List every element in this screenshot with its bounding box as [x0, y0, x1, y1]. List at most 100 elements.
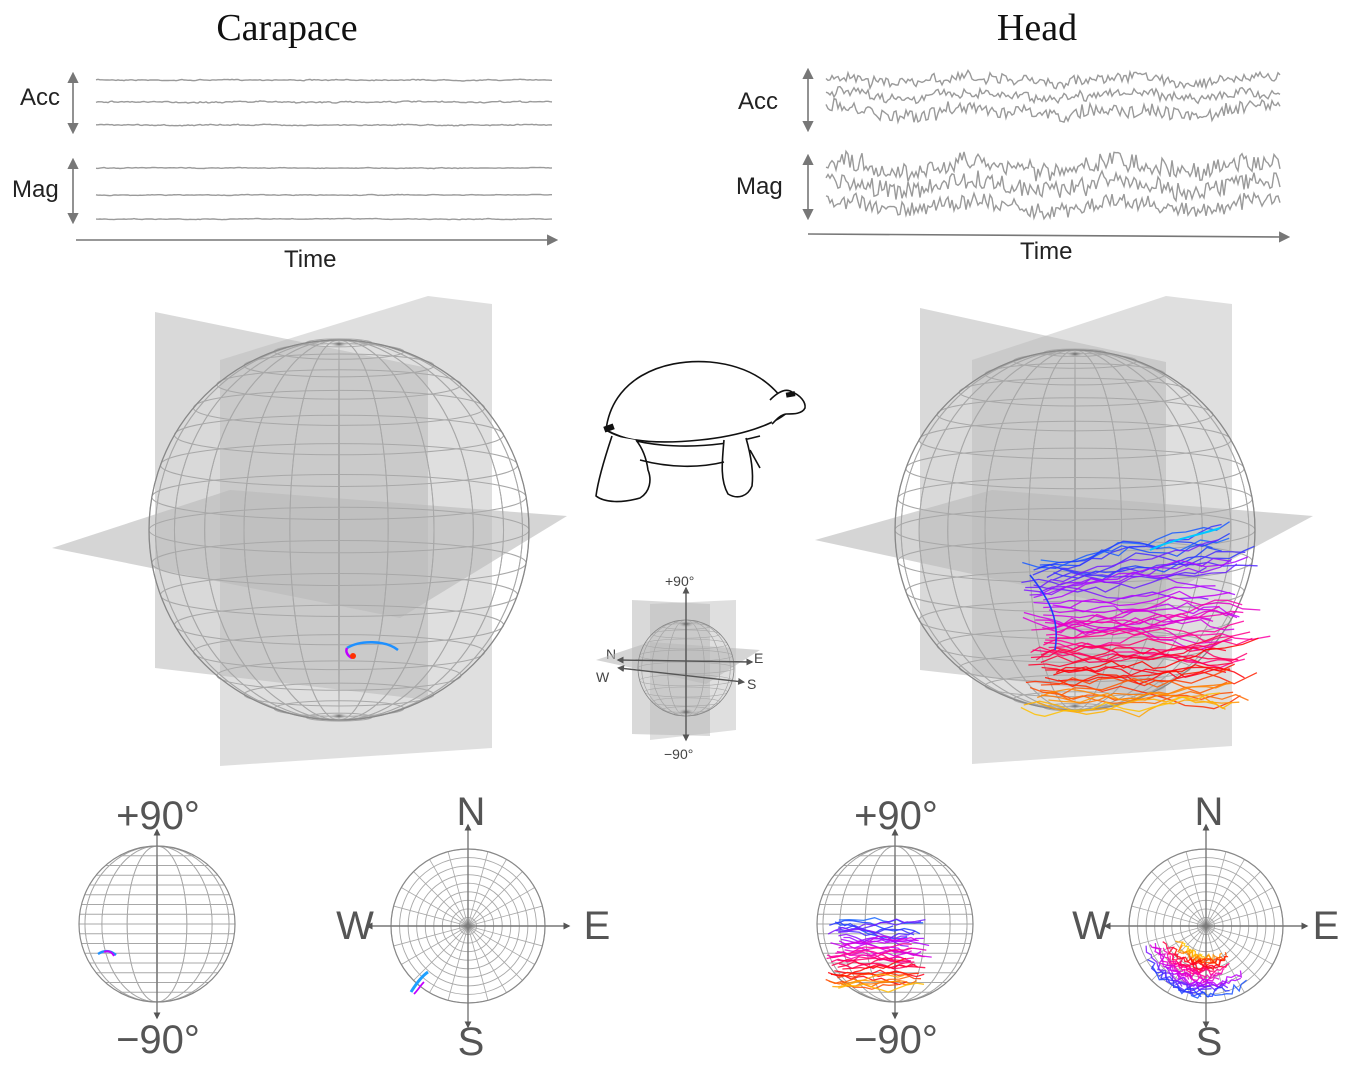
- head-track: [1056, 610, 1244, 634]
- head-track: [1033, 532, 1231, 571]
- head-track: [1025, 539, 1220, 589]
- carapace-trace-1: [95, 78, 553, 82]
- spoke-line: [467, 871, 523, 927]
- head-top-track: [1149, 944, 1187, 978]
- horizontal-plane: [815, 490, 1313, 610]
- head-side-track: [842, 963, 918, 970]
- head-trace-6: [825, 191, 1281, 221]
- head-trace-5: [825, 169, 1281, 203]
- head-sensor-marker: [785, 391, 796, 398]
- head-track: [1046, 550, 1246, 579]
- legend-south: S: [747, 676, 757, 692]
- spoke-line: [467, 851, 489, 927]
- spoke-line: [467, 925, 507, 993]
- carapace-trace-4: [95, 166, 553, 170]
- head-side-track: [825, 978, 899, 990]
- spoke-line: [467, 887, 535, 927]
- spoke-line: [401, 925, 469, 965]
- spoke-line: [467, 925, 489, 1001]
- head-track: [1043, 610, 1235, 631]
- spoke-line: [429, 859, 469, 927]
- head-track: [1043, 556, 1249, 601]
- head-mag-label: Mag: [736, 173, 783, 200]
- carapace-top-projection: [365, 823, 571, 1029]
- carapace-side-track: [103, 950, 115, 957]
- tortoise-neck: [769, 389, 806, 425]
- spoke-line: [401, 887, 469, 927]
- spoke-line: [467, 859, 507, 927]
- head-track: [1048, 601, 1238, 619]
- carapace-orientation-sphere: [52, 296, 567, 766]
- tortoise-tail: [749, 449, 761, 469]
- spoke-line: [1205, 887, 1273, 927]
- spoke-line: [467, 925, 535, 965]
- head-trace-3: [825, 97, 1281, 125]
- head-track: [1029, 558, 1232, 596]
- head-side-track: [842, 935, 918, 947]
- head-side-track: [838, 982, 925, 993]
- head-top-track: [1164, 965, 1209, 988]
- spoke-line: [1205, 925, 1281, 947]
- head-track: [1023, 696, 1233, 715]
- south-pole: [329, 712, 349, 720]
- carapace-title: Carapace: [216, 7, 358, 49]
- head-top-projection: [1103, 823, 1309, 1029]
- head-top-track: [1157, 964, 1204, 995]
- head-top-east-label: E: [1312, 904, 1340, 948]
- head-track: [1046, 599, 1243, 639]
- legend-ns-axis: [616, 656, 754, 666]
- north-pole: [1065, 350, 1085, 358]
- carapace-sensor-traces: [95, 78, 553, 221]
- spoke-line: [1139, 925, 1207, 965]
- head-track: [1020, 692, 1221, 717]
- head-top-west-label: W: [1072, 904, 1110, 948]
- head-track: [1149, 527, 1221, 551]
- head-top-track: [1182, 957, 1215, 971]
- head-orientation-sphere: [815, 296, 1313, 764]
- head-side-track: [832, 973, 904, 988]
- head-track: [1040, 677, 1228, 696]
- head-side-projection: [816, 828, 974, 1020]
- head-trace-axes: [802, 67, 1291, 243]
- head-side-track: [830, 957, 907, 977]
- legend-east: E: [754, 650, 764, 666]
- head-top-track: [1154, 943, 1186, 983]
- head-track: [1053, 637, 1259, 676]
- legend-minus90: −90°: [664, 746, 694, 762]
- spoke-line: [429, 925, 469, 993]
- spoke-line: [1205, 871, 1261, 927]
- head-track: [1048, 691, 1240, 704]
- carapace-mag-label: Mag: [12, 176, 59, 203]
- head-track: [1043, 627, 1251, 646]
- head-side-track: [831, 956, 911, 967]
- carapace-acc-label: Acc: [20, 84, 61, 111]
- spoke-line: [1151, 871, 1207, 927]
- orientation-legend-sphere: [596, 586, 760, 742]
- carapace-trace-5: [95, 193, 552, 197]
- spoke-line: [393, 905, 469, 927]
- south-pole: [1065, 702, 1085, 710]
- spoke-line: [467, 905, 543, 927]
- head-top-track: [1192, 962, 1228, 972]
- head-side-track: [844, 946, 925, 958]
- head-track: [1028, 646, 1227, 668]
- spoke-line: [1205, 925, 1273, 965]
- head-track: [1025, 680, 1241, 710]
- head-track: [1035, 634, 1221, 661]
- head-side-track: [827, 926, 908, 939]
- head-trace-1: [825, 68, 1281, 91]
- spoke-line: [393, 925, 469, 947]
- head-side-bottom-label: −90°: [854, 1018, 938, 1062]
- spoke-line: [1205, 925, 1261, 981]
- carapace-sensor-marker: [603, 423, 615, 433]
- head-track: [1030, 638, 1233, 663]
- spoke-line: [447, 925, 469, 1001]
- legend-west: W: [596, 669, 610, 685]
- carapace-top-track: [409, 970, 429, 993]
- carapace-top-east-label: E: [583, 904, 611, 948]
- tortoise-drawing: [595, 360, 806, 503]
- north-pole: [329, 340, 349, 348]
- head-track: [1040, 667, 1230, 686]
- legend-we-axis: [617, 665, 746, 685]
